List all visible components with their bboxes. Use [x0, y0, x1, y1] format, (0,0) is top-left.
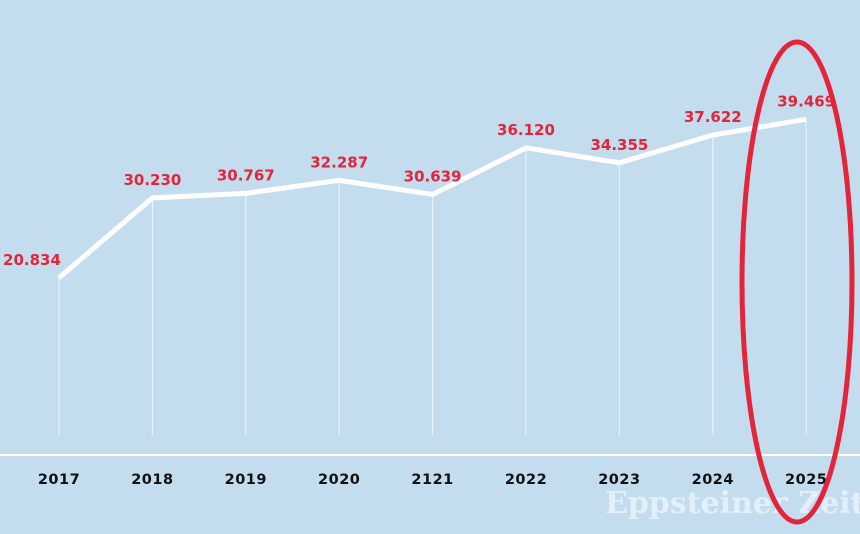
x-tick-label: 2121	[411, 472, 453, 488]
x-tick-label: 2017	[38, 472, 80, 488]
x-tick-label: 2025	[785, 472, 827, 488]
data-label: 36.120	[497, 121, 555, 139]
data-label: 37.622	[684, 108, 742, 126]
x-tick-label: 2019	[225, 472, 267, 488]
x-tick-label: 2023	[598, 472, 640, 488]
series-line	[57, 116, 807, 280]
data-label: 30.639	[404, 167, 462, 185]
x-tick-label: 2024	[692, 472, 734, 488]
x-tick-label: 2022	[505, 472, 547, 488]
data-label: 34.355	[590, 136, 648, 154]
x-tick-label: 2020	[318, 472, 360, 488]
x-tick-label: 2018	[131, 472, 173, 488]
data-label: 30.230	[123, 171, 181, 189]
data-label: 20.834	[3, 251, 61, 269]
data-label: 39.469	[777, 92, 835, 110]
data-label: 30.767	[217, 166, 275, 184]
highlight-ellipse	[739, 39, 855, 525]
data-label: 32.287	[310, 153, 368, 171]
